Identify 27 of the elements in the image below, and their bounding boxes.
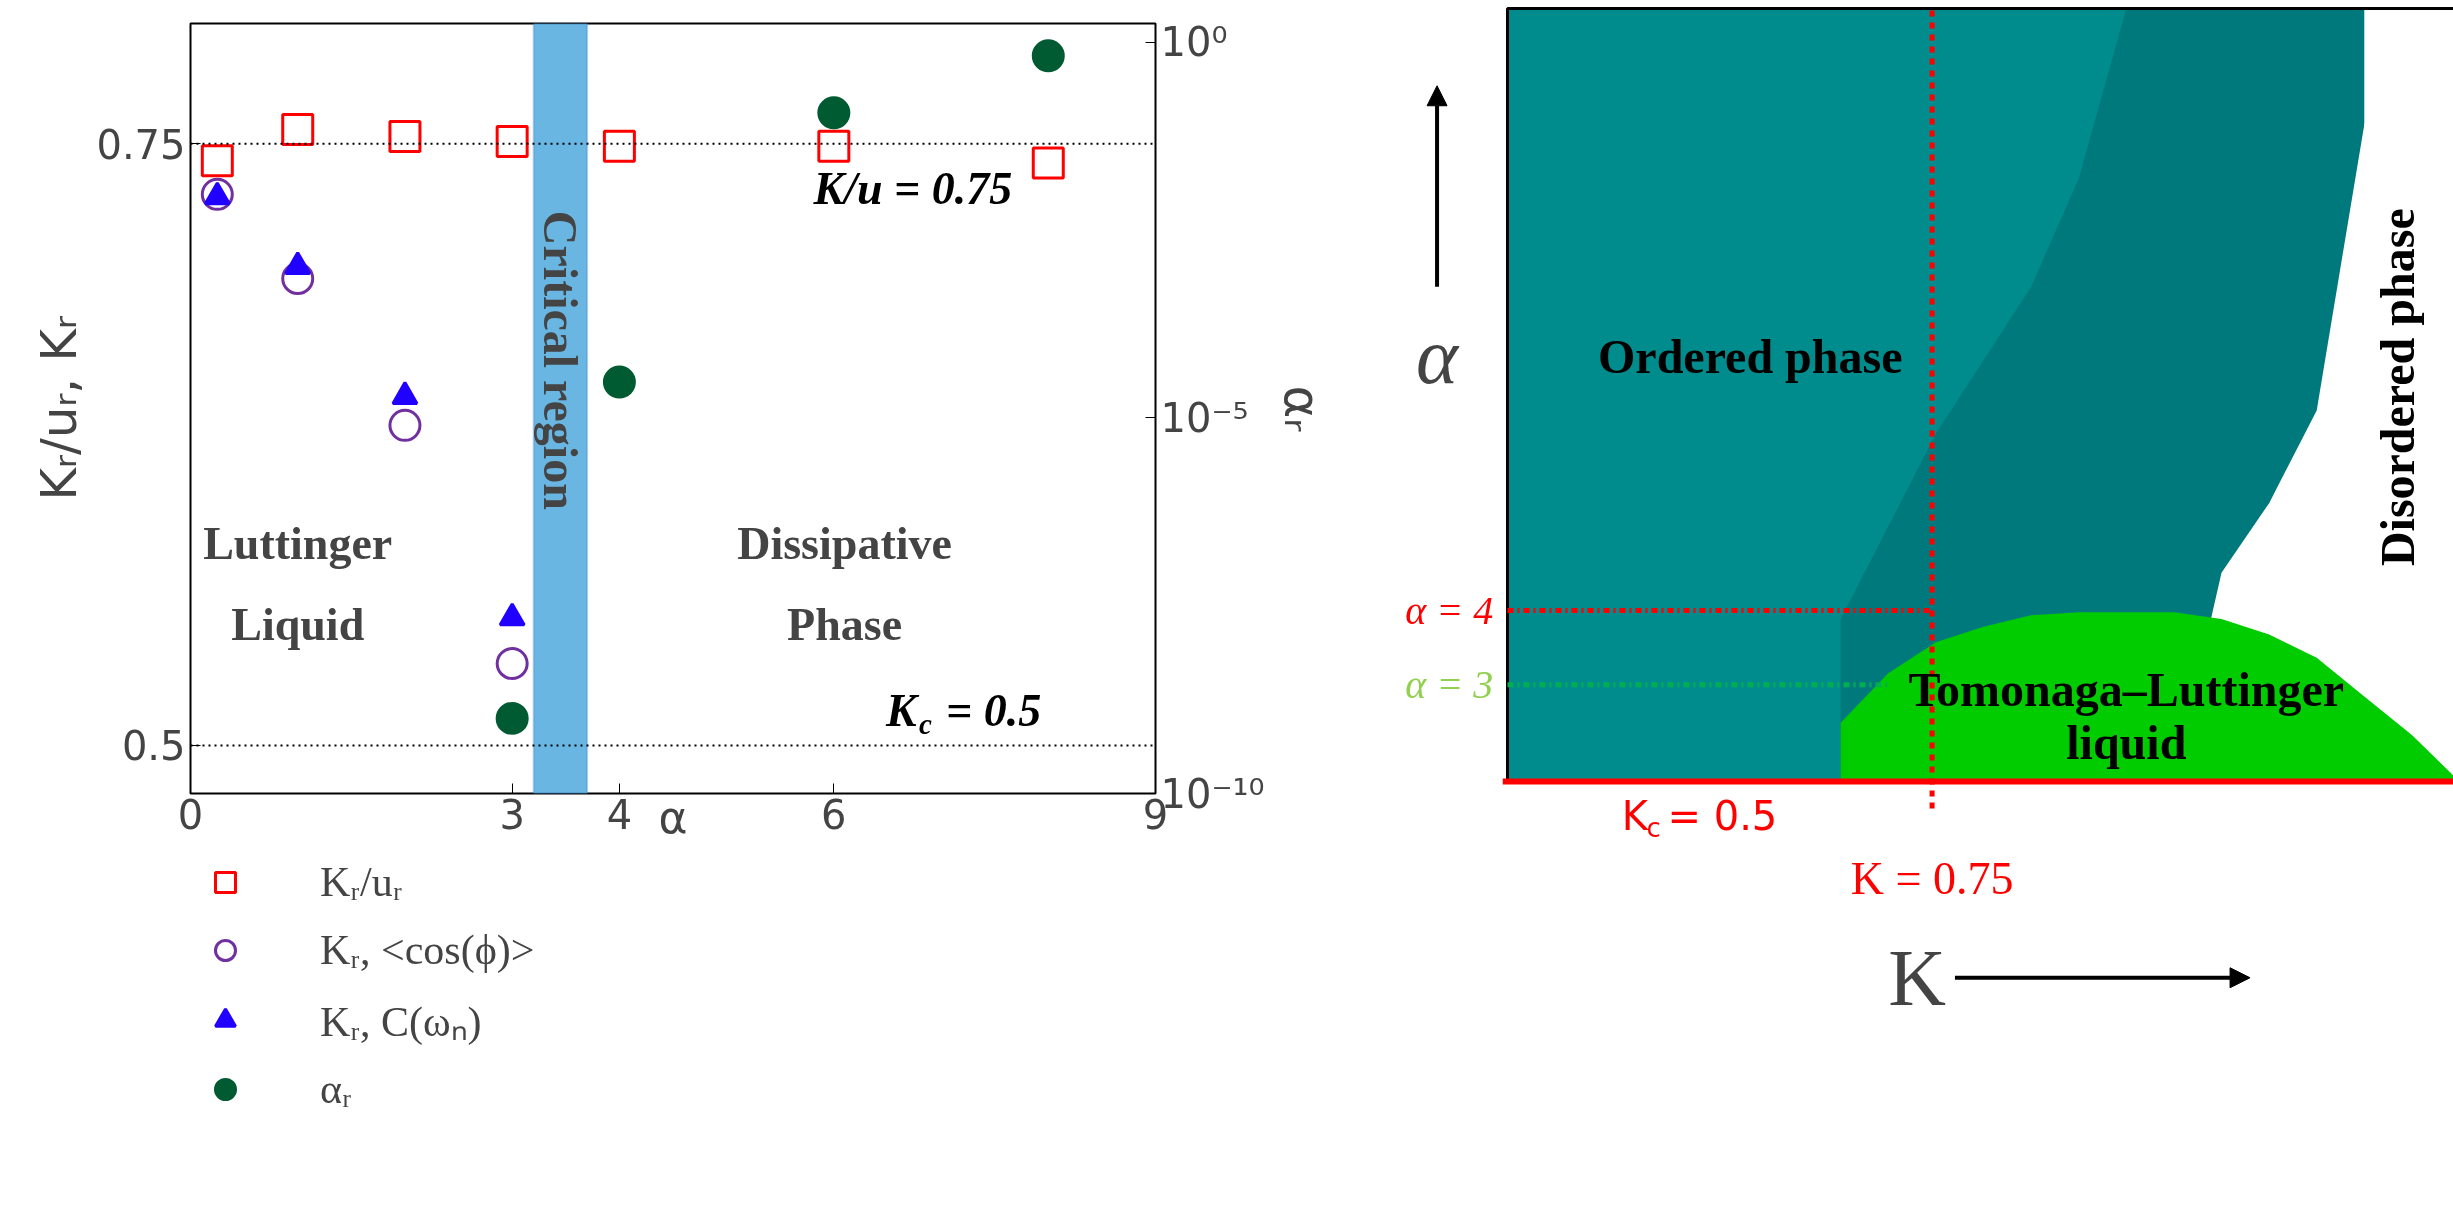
y2-tick-label: 10⁻⁵	[1160, 394, 1249, 441]
annotation: Dissipative Phase	[737, 517, 952, 651]
y-axis-title: α	[1416, 312, 1461, 401]
x-tick-label: 6	[821, 791, 847, 838]
annotation: Ordered phase	[1598, 329, 1903, 383]
x-axis-title: K	[1888, 933, 1947, 1022]
ref-line-label: K/u = 0.75	[812, 163, 1013, 215]
legend-label: Kᵣ, C(ωₙ)	[320, 998, 482, 1047]
x-tick-label: 3	[499, 791, 525, 838]
band-label: Critical region	[533, 210, 587, 510]
annotation: Tomonaga–Luttinger liquid	[1908, 662, 2345, 769]
annotation: Luttinger Liquid	[203, 517, 393, 651]
annotation: Disordered phase	[2371, 208, 2425, 567]
legend-label: αᵣ	[320, 1065, 352, 1114]
legend-label: Kᵣ, <cos(ϕ)>	[320, 926, 535, 975]
text: K = 0.75	[1850, 852, 2014, 904]
text: α = 3	[1405, 662, 1494, 708]
y-tick-label: 0.75	[96, 121, 186, 168]
y2-axis-title: αᵣ	[1272, 385, 1331, 432]
legend-label: Kᵣ/uᵣ	[320, 858, 403, 907]
x-tick-label: 0	[177, 791, 204, 838]
x-tick-label: 4	[606, 791, 633, 838]
y-tick-label: 0.5	[121, 723, 186, 770]
y2-tick-label: 10⁰	[1160, 19, 1228, 66]
y-axis-title: Kᵣ/uᵣ, Kᵣ	[30, 316, 89, 501]
text: α = 4	[1405, 588, 1494, 634]
x-axis-title: α	[658, 791, 688, 843]
